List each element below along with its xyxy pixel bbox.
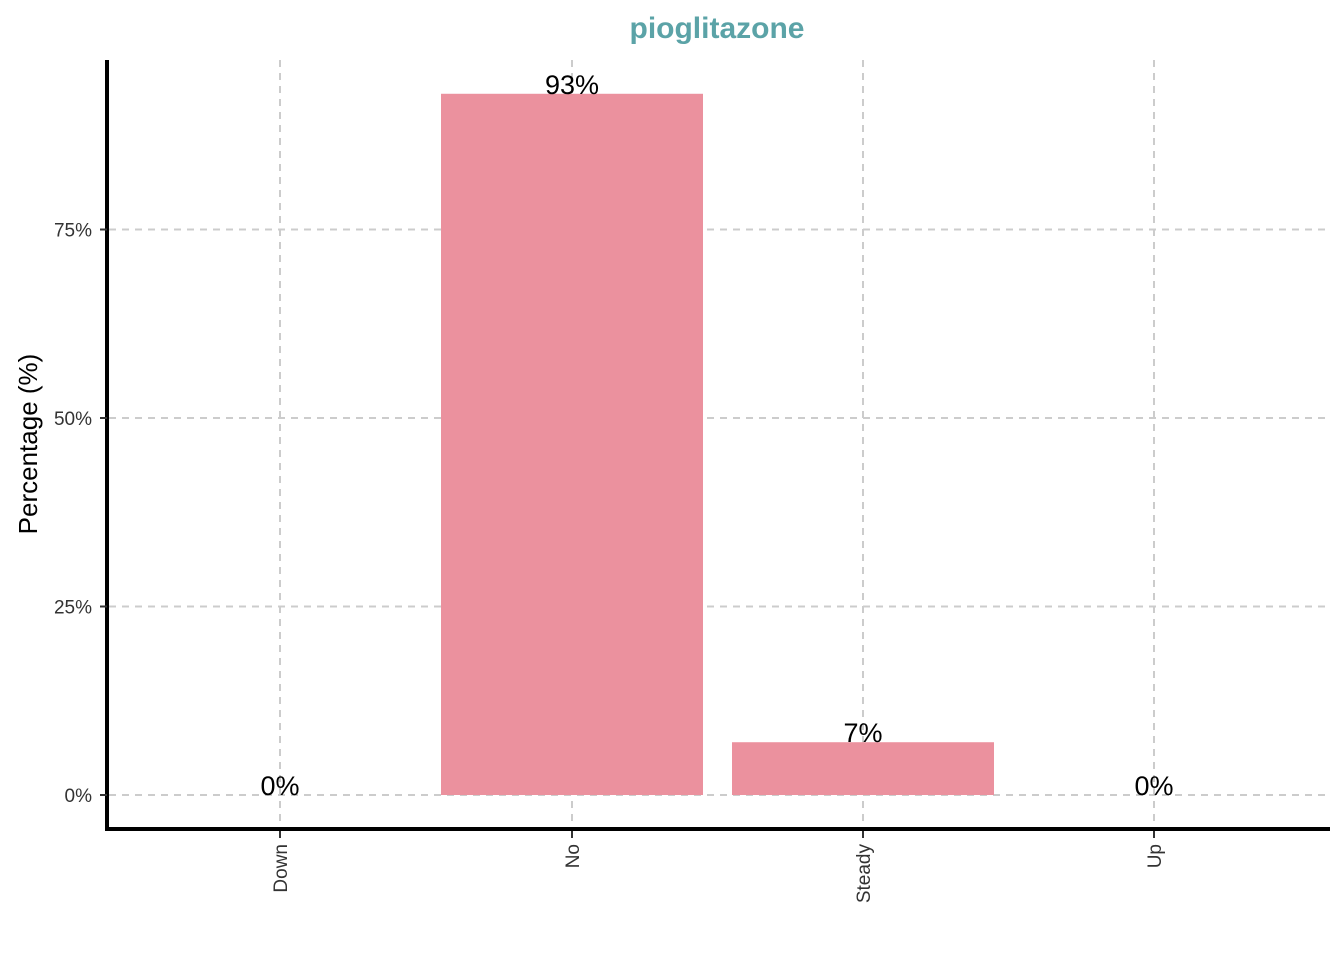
y-axis-label: Percentage (%): [13, 354, 43, 535]
data-label-no: 93%: [545, 70, 599, 100]
chart-title: pioglitazone: [630, 12, 805, 45]
bar-steady: [732, 742, 994, 795]
x-tick-label-down: Down: [271, 844, 292, 893]
data-labels: 0% 93% 7% 0%: [260, 70, 1173, 801]
data-label-up: 0%: [1134, 771, 1173, 801]
bars: [441, 93, 994, 795]
y-tick-label: 75%: [54, 221, 92, 242]
bar-no: [441, 93, 703, 795]
y-tick-label: 0%: [65, 786, 93, 807]
grid-lines: [109, 60, 1328, 827]
x-axis-ticks: Down No Steady Up: [271, 831, 1166, 903]
y-tick-label: 25%: [54, 598, 92, 619]
x-tick-label-steady: Steady: [854, 844, 875, 904]
x-tick-label-up: Up: [1145, 844, 1166, 868]
y-axis-ticks: 0% 25% 50% 75%: [54, 221, 107, 807]
x-tick-label-no: No: [563, 844, 584, 868]
axes: [105, 60, 1330, 831]
data-label-steady: 7%: [843, 718, 882, 748]
data-label-down: 0%: [260, 771, 299, 801]
y-tick-label: 50%: [54, 409, 92, 430]
